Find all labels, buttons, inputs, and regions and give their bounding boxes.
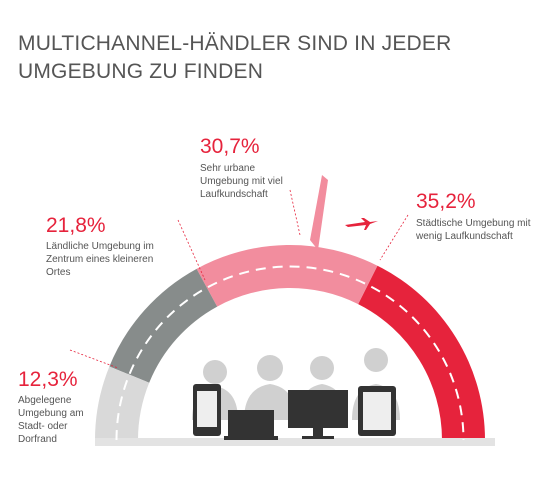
chart-title: MULTICHANNEL-HÄNDLER SIND IN JEDER UMGEB… [18, 32, 452, 83]
category-label: Ländliche Umgebung im Zentrum eines klei… [46, 241, 154, 278]
road-line [115, 265, 465, 441]
arc-segment [109, 268, 218, 383]
arc-segment [95, 366, 150, 440]
arc-segment [196, 245, 378, 307]
category-label: Abgelegene Umgebung am Stadt- oder Dorfr… [18, 395, 84, 445]
leader-lines [69, 189, 409, 369]
decoration [95, 175, 495, 446]
value-label: 30,7% [200, 135, 260, 158]
arc-segment [358, 265, 485, 440]
category-label: Sehr urbane Umgebung mit viel Laufkundsc… [200, 163, 283, 200]
value-label: 21,8% [46, 214, 106, 237]
value-label: 12,3% [18, 368, 78, 391]
category-label: Städtische Umgebung mit wenig Laufkundsc… [416, 218, 531, 242]
value-label: 35,2% [416, 190, 476, 213]
